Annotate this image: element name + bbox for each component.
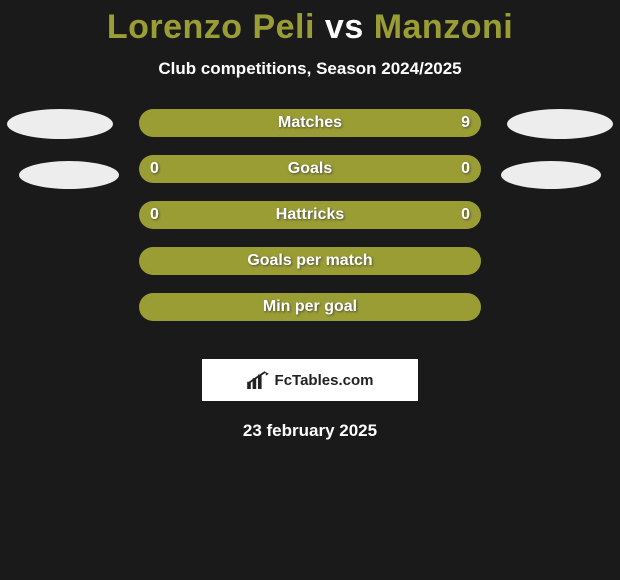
stat-label: Goals per match [247, 252, 372, 270]
stat-row: Goals per match [139, 247, 481, 275]
stat-label: Min per goal [263, 298, 357, 316]
subtitle: Club competitions, Season 2024/2025 [0, 59, 620, 79]
avatar-slot-left-1 [7, 109, 113, 139]
stat-value-right: 9 [461, 114, 470, 132]
comparison-stage: Matches 9 0 Goals 0 0 Hattricks 0 Goals per matc… [0, 109, 620, 451]
stat-value-right: 0 [461, 206, 470, 224]
player1-name: Lorenzo Peli [107, 8, 315, 46]
fctables-icon [247, 371, 269, 389]
source-badge-text: FcTables.com [275, 372, 374, 389]
snapshot-date: 23 february 2025 [0, 421, 620, 441]
stat-label: Matches [278, 114, 342, 132]
stat-value-left: 0 [150, 206, 159, 224]
avatar-slot-right-1 [507, 109, 613, 139]
source-badge: FcTables.com [202, 359, 418, 401]
stat-row: Matches 9 [139, 109, 481, 137]
avatar-slot-right-2 [501, 161, 601, 189]
stat-label: Hattricks [276, 206, 344, 224]
stat-row: 0 Goals 0 [139, 155, 481, 183]
stat-value-right: 0 [461, 160, 470, 178]
player2-name: Manzoni [374, 8, 513, 46]
stat-row: Min per goal [139, 293, 481, 321]
title-vs: vs [325, 8, 364, 46]
stat-value-left: 0 [150, 160, 159, 178]
stat-bars: Matches 9 0 Goals 0 0 Hattricks 0 Goals per matc… [139, 109, 481, 339]
stat-label: Goals [288, 160, 332, 178]
page-title: Lorenzo Peli vs Manzoni [0, 0, 620, 47]
stat-row: 0 Hattricks 0 [139, 201, 481, 229]
avatar-slot-left-2 [19, 161, 119, 189]
